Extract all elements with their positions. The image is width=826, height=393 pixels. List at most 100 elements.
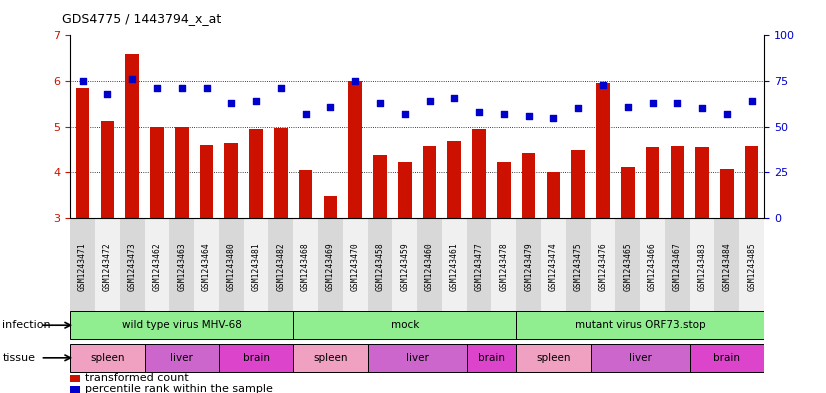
Text: GSM1243478: GSM1243478: [500, 242, 508, 291]
Bar: [268, 218, 293, 314]
Text: GSM1243475: GSM1243475: [574, 242, 582, 291]
Text: GSM1243459: GSM1243459: [401, 242, 409, 291]
Text: mock: mock: [391, 320, 419, 330]
Bar: [145, 343, 219, 372]
Bar: [442, 218, 467, 314]
Bar: [373, 155, 387, 218]
Bar: [665, 218, 690, 314]
Text: GSM1243458: GSM1243458: [376, 242, 384, 291]
Bar: [714, 218, 739, 314]
Bar: [293, 218, 318, 314]
Bar: [566, 35, 591, 218]
Bar: [70, 311, 293, 339]
Point: [225, 100, 238, 106]
Bar: [516, 343, 591, 372]
Bar: [541, 218, 566, 314]
Bar: [368, 218, 392, 314]
Bar: [126, 53, 139, 218]
Bar: [70, 35, 95, 218]
Point: [423, 98, 436, 104]
Bar: [739, 218, 764, 314]
Point: [448, 94, 461, 101]
Bar: [194, 218, 219, 314]
Text: GSM1243485: GSM1243485: [748, 242, 756, 291]
Text: wild type virus MHV-68: wild type virus MHV-68: [121, 320, 242, 330]
Text: liver: liver: [170, 353, 193, 363]
Point: [175, 85, 188, 92]
Bar: [547, 173, 560, 218]
Bar: [695, 147, 709, 218]
Bar: [244, 218, 268, 314]
Bar: [76, 88, 89, 218]
Point: [200, 85, 213, 92]
Text: GSM1243482: GSM1243482: [277, 242, 285, 291]
Point: [274, 85, 287, 92]
Bar: [343, 218, 368, 314]
Bar: [349, 81, 362, 218]
Bar: [690, 218, 714, 314]
Text: liver: liver: [406, 353, 429, 363]
Bar: [690, 343, 764, 372]
Bar: [467, 218, 491, 314]
Bar: [516, 218, 541, 314]
Bar: [324, 196, 337, 218]
Bar: [293, 311, 516, 339]
Bar: [467, 35, 491, 218]
Text: spleen: spleen: [313, 353, 348, 363]
Bar: [615, 218, 640, 314]
Bar: [671, 146, 684, 218]
Bar: [244, 35, 268, 218]
Text: GSM1243467: GSM1243467: [673, 242, 681, 291]
Text: GSM1243483: GSM1243483: [698, 242, 706, 291]
Point: [646, 100, 659, 106]
Text: GSM1243472: GSM1243472: [103, 242, 112, 291]
Text: GSM1243463: GSM1243463: [178, 242, 186, 291]
Bar: [169, 35, 194, 218]
Text: spleen: spleen: [90, 353, 125, 363]
Text: brain: brain: [478, 353, 505, 363]
Bar: [145, 218, 169, 314]
Point: [596, 82, 610, 88]
Text: GSM1243468: GSM1243468: [301, 242, 310, 291]
Bar: [398, 162, 411, 218]
Bar: [95, 35, 120, 218]
Text: GSM1243462: GSM1243462: [153, 242, 161, 291]
Text: liver: liver: [629, 353, 652, 363]
Bar: [318, 218, 343, 314]
Bar: [145, 35, 169, 218]
Text: infection: infection: [2, 320, 51, 330]
Text: GSM1243480: GSM1243480: [227, 242, 235, 291]
Bar: [318, 35, 343, 218]
Point: [101, 91, 114, 97]
Text: brain: brain: [243, 353, 269, 363]
Text: tissue: tissue: [2, 353, 36, 363]
Bar: [169, 218, 194, 314]
Point: [324, 103, 337, 110]
Point: [373, 100, 387, 106]
Bar: [572, 151, 585, 218]
Point: [76, 78, 89, 84]
Bar: [219, 343, 293, 372]
Bar: [343, 35, 368, 218]
Point: [497, 111, 510, 117]
Bar: [225, 143, 238, 218]
Bar: [200, 145, 213, 218]
Bar: [417, 218, 442, 314]
Text: GSM1243464: GSM1243464: [202, 242, 211, 291]
Bar: [646, 147, 659, 218]
Bar: [70, 218, 95, 314]
Bar: [491, 218, 516, 314]
Bar: [640, 218, 665, 314]
Text: GDS4775 / 1443794_x_at: GDS4775 / 1443794_x_at: [62, 12, 221, 25]
Bar: [516, 35, 541, 218]
Bar: [467, 343, 516, 372]
Bar: [615, 35, 640, 218]
Text: GSM1243474: GSM1243474: [549, 242, 558, 291]
Bar: [268, 35, 293, 218]
Bar: [690, 35, 714, 218]
Bar: [150, 127, 164, 218]
Text: transformed count: transformed count: [85, 373, 189, 383]
Bar: [175, 127, 188, 218]
Point: [671, 100, 684, 106]
Point: [547, 114, 560, 121]
